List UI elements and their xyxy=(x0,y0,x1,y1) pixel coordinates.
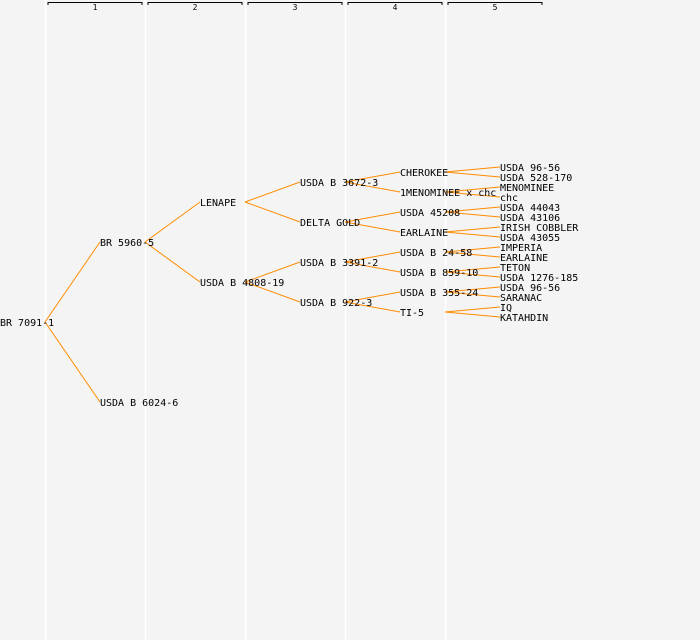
generation-bracket xyxy=(47,2,143,5)
generation-bracket xyxy=(247,2,343,5)
pedigree-node[interactable]: IRISH COBBLER xyxy=(500,223,579,234)
generation-label: 5 xyxy=(493,3,498,12)
pedigree-link xyxy=(444,251,501,258)
pedigree-link xyxy=(144,241,201,283)
pedigree-link xyxy=(344,251,401,263)
pedigree-link xyxy=(444,291,501,298)
pedigree-link xyxy=(444,231,501,238)
pedigree-node[interactable]: EARLAINE xyxy=(500,253,548,264)
generation-bracket xyxy=(147,2,243,5)
pedigree-link xyxy=(244,281,301,303)
pedigree-link xyxy=(344,211,401,223)
pedigree-node[interactable]: USDA B 355-24 xyxy=(400,288,478,299)
pedigree-node[interactable]: USDA B 4808-19 xyxy=(200,278,284,289)
generation-bracket xyxy=(447,2,543,5)
generation-bracket xyxy=(347,2,443,5)
pedigree-link xyxy=(344,301,401,313)
generation-label: 1 xyxy=(93,3,98,12)
pedigree-node[interactable]: MENOMINEE xyxy=(500,183,554,194)
pedigree-link xyxy=(444,171,501,178)
pedigree-link xyxy=(444,271,501,278)
pedigree-node[interactable]: BR 5960-5 xyxy=(100,238,154,249)
pedigree-node[interactable]: EARLAINE xyxy=(400,228,448,239)
pedigree-link xyxy=(444,191,501,198)
pedigree-node[interactable]: USDA B 922-3 xyxy=(300,298,372,309)
generation-label: 4 xyxy=(393,3,398,12)
pedigree-node[interactable]: TETON xyxy=(500,263,530,274)
generation-label: 2 xyxy=(193,3,198,12)
pedigree-node[interactable]: TI-5 xyxy=(400,308,424,319)
pedigree-link xyxy=(344,291,401,303)
pedigree-node[interactable]: USDA 44043 xyxy=(500,203,560,214)
pedigree-link xyxy=(444,306,501,313)
pedigree-link xyxy=(344,171,401,183)
pedigree-node[interactable]: USDA 43106 xyxy=(500,213,560,224)
pedigree-node[interactable]: USDA B 3391-2 xyxy=(300,258,378,269)
pedigree-link xyxy=(444,311,501,318)
pedigree-link xyxy=(44,241,101,323)
pedigree-link xyxy=(444,211,501,218)
pedigree-link xyxy=(444,166,501,173)
pedigree-node[interactable]: 1MENOMINEE x chc xyxy=(400,188,496,199)
pedigree-link xyxy=(344,181,401,193)
pedigree-node[interactable]: USDA B 859-10 xyxy=(400,268,478,279)
pedigree-link xyxy=(444,246,501,253)
pedigree-node[interactable]: USDA B 24-58 xyxy=(400,248,472,259)
pedigree-node[interactable]: KATAHDIN xyxy=(500,313,548,324)
pedigree-node[interactable]: USDA 96-56 xyxy=(500,283,560,294)
pedigree-link xyxy=(144,201,201,243)
pedigree-node[interactable]: USDA 528-170 xyxy=(500,173,572,184)
pedigree-link xyxy=(244,201,301,223)
pedigree-link xyxy=(444,226,501,233)
pedigree-node[interactable]: USDA 96-56 xyxy=(500,163,560,174)
pedigree-node[interactable]: DELTA GOLD xyxy=(300,218,360,229)
pedigree-link xyxy=(344,261,401,273)
pedigree-link xyxy=(444,286,501,293)
pedigree-link xyxy=(244,181,301,203)
pedigree-node[interactable]: USDA 45208 xyxy=(400,208,460,219)
pedigree-node[interactable]: BR 7091-1 xyxy=(0,318,54,329)
pedigree-node[interactable]: IMPERIA xyxy=(500,243,542,254)
pedigree-node[interactable]: USDA 1276-185 xyxy=(500,273,578,284)
pedigree-node[interactable]: SARANAC xyxy=(500,293,542,304)
pedigree-link xyxy=(444,186,501,193)
pedigree-link xyxy=(444,206,501,213)
pedigree-node[interactable]: LENAPE xyxy=(200,198,236,209)
pedigree-node[interactable]: chc xyxy=(500,193,518,204)
pedigree-node[interactable]: USDA B 6024-6 xyxy=(100,398,178,409)
pedigree-link xyxy=(44,321,101,403)
pedigree-node[interactable]: IQ xyxy=(500,303,512,314)
pedigree-link xyxy=(244,261,301,283)
pedigree-node[interactable]: CHEROKEE xyxy=(400,168,448,179)
pedigree-link xyxy=(344,221,401,233)
pedigree-node[interactable]: USDA 43055 xyxy=(500,233,560,244)
pedigree-node[interactable]: USDA B 3672-3 xyxy=(300,178,378,189)
pedigree-link xyxy=(444,266,501,273)
generation-label: 3 xyxy=(293,3,298,12)
